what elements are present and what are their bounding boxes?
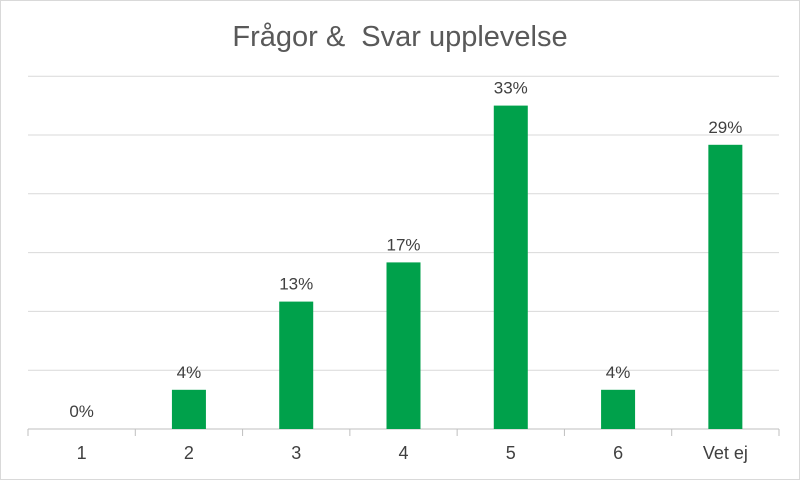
x-tick-label: Vet ej (703, 443, 748, 463)
bar-2 (171, 389, 206, 429)
chart-title: Frågor & Svar upplevelse (232, 21, 568, 53)
data-label: 4% (606, 363, 631, 382)
data-label: 29% (708, 118, 742, 137)
data-label: 0% (69, 402, 94, 421)
bar-6 (601, 389, 636, 429)
data-label: 17% (386, 235, 420, 254)
data-label: 33% (494, 79, 528, 98)
x-tick-label: 2 (184, 443, 194, 463)
x-tick-label: 6 (613, 443, 623, 463)
x-tick-label: 5 (506, 443, 516, 463)
bar-vet-ej (708, 144, 743, 430)
data-label: 4% (177, 363, 202, 382)
bar-4 (386, 262, 421, 429)
data-label: 13% (279, 275, 313, 294)
x-tick-label: 4 (398, 443, 408, 463)
bar-5 (493, 105, 528, 429)
bar-3 (279, 301, 314, 429)
x-tick-label: 1 (77, 443, 87, 463)
x-tick-label: 3 (291, 443, 301, 463)
